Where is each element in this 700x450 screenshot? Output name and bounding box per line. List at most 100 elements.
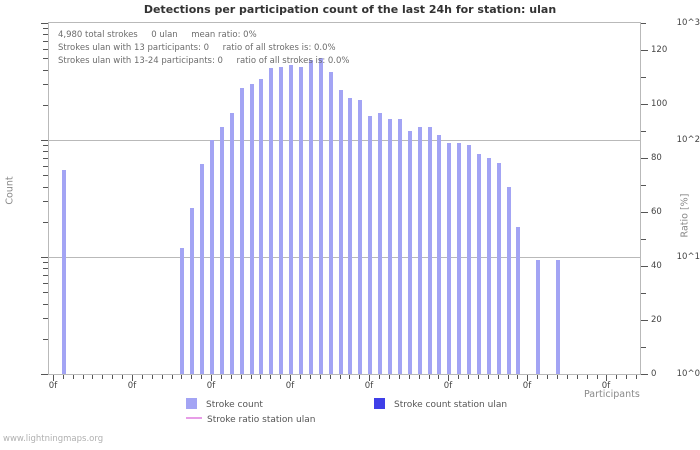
x-axis-tick	[172, 375, 173, 379]
x-axis-tick	[517, 375, 518, 379]
y-axis-right-tick	[641, 293, 646, 294]
y-axis-right-tick	[641, 50, 648, 51]
x-axis-tick	[448, 375, 449, 381]
y-axis-right-tick	[641, 266, 648, 267]
x-axis-tick	[320, 375, 321, 379]
legend-item-stroke-count-station[interactable]: Stroke count station ulan	[374, 398, 507, 410]
y-axis-left-minor-tick	[43, 84, 48, 86]
bar	[358, 99, 363, 374]
gridline	[49, 257, 640, 258]
bar	[308, 60, 313, 374]
y-axis-left-minor-tick	[43, 318, 48, 320]
bar	[476, 153, 481, 374]
bar	[239, 87, 244, 374]
x-axis-tick	[438, 375, 439, 379]
bar	[180, 247, 185, 374]
bar	[397, 119, 402, 374]
x-axis-tick	[587, 375, 588, 379]
watermark: www.lightningmaps.org	[3, 434, 104, 444]
y-axis-right-label: 100	[651, 99, 668, 109]
legend-item-stroke-count[interactable]: Stroke count	[186, 398, 263, 410]
x-axis-tick	[468, 375, 469, 379]
legend-swatch-icon	[374, 398, 385, 409]
y-axis-left-minor-tick	[43, 48, 48, 50]
bar-series	[49, 23, 640, 374]
y-axis-left-minor-tick	[43, 338, 48, 340]
y-axis-left-label: 10^0	[676, 369, 700, 379]
y-axis-right-tick	[641, 320, 648, 321]
x-axis-tick	[142, 375, 143, 379]
y-axis-left-minor-tick	[43, 186, 48, 188]
plot-area	[48, 22, 641, 375]
page-title: Detections per participation count of th…	[143, 3, 557, 16]
y-axis-left-tick	[41, 140, 48, 141]
x-axis-tick	[181, 375, 182, 379]
x-axis-tick	[557, 375, 558, 379]
bar	[516, 227, 521, 374]
x-axis-tick	[221, 375, 222, 379]
x-axis-tick	[429, 375, 430, 379]
bar	[200, 164, 205, 374]
x-axis-tick	[606, 375, 607, 381]
y-axis-left-minor-tick	[43, 165, 48, 167]
x-axis-tick	[92, 375, 93, 379]
x-axis-tick	[201, 375, 202, 379]
y-axis-left-minor-tick	[43, 262, 48, 264]
legend-item-stroke-ratio-station[interactable]: Stroke ratio station ulan	[186, 415, 315, 425]
x-axis-tick	[478, 375, 479, 379]
x-axis-tick	[359, 375, 360, 379]
y-axis-left-minor-tick	[43, 58, 48, 60]
bar	[536, 259, 541, 374]
x-axis-tick	[498, 375, 499, 379]
bar	[190, 208, 195, 374]
x-axis-tick	[537, 375, 538, 379]
bar	[457, 142, 462, 374]
x-axis-tick	[310, 375, 311, 379]
annotation-participants-13: Strokes ulan with 13 participants: 0 rat…	[58, 43, 336, 53]
bar	[496, 162, 501, 374]
bar	[368, 116, 373, 374]
y-axis-left-tick	[41, 257, 48, 258]
y-axis-left-minor-tick	[43, 145, 48, 147]
x-axis-title: Participants	[584, 389, 640, 400]
y-axis-right-tick	[641, 374, 648, 375]
x-axis-tick	[112, 375, 113, 379]
x-axis-tick	[577, 375, 578, 379]
y-axis-left-label: 10^2	[676, 135, 700, 145]
x-axis-label: 0f	[285, 381, 295, 391]
y-axis-left-title: Count	[4, 176, 16, 205]
bar	[467, 144, 472, 374]
y-axis-left-label: 10^1	[676, 252, 700, 262]
bar	[427, 126, 432, 374]
y-axis-left-minor-tick	[43, 292, 48, 294]
y-axis-right-tick	[641, 347, 646, 348]
bar	[229, 113, 234, 374]
bar	[61, 170, 66, 374]
x-axis-tick	[330, 375, 331, 379]
x-axis-tick	[567, 375, 568, 379]
y-axis-right-tick	[641, 77, 646, 78]
x-axis-tick	[211, 375, 212, 381]
bar	[447, 142, 452, 374]
x-axis-tick	[83, 375, 84, 379]
annotation-total-strokes: 4,980 total strokes 0 ulan mean ratio: 0…	[58, 30, 257, 40]
x-axis-label: 0f	[601, 381, 611, 391]
x-axis-tick	[191, 375, 192, 379]
x-axis-tick	[231, 375, 232, 379]
y-axis-left-minor-tick	[43, 201, 48, 203]
y-axis-right-label: 60	[651, 207, 662, 217]
bar	[328, 72, 333, 374]
y-axis-left-minor-tick	[43, 158, 48, 160]
bar	[407, 130, 412, 374]
y-axis-right-label: 40	[651, 261, 662, 271]
y-axis-left-minor-tick	[43, 303, 48, 305]
gridline	[49, 140, 640, 141]
legend-label: Stroke count station ulan	[394, 400, 508, 410]
y-axis-right-tick	[641, 104, 648, 105]
y-axis-left-tick	[41, 23, 48, 24]
y-axis-right-label: 0	[651, 369, 657, 379]
x-axis-label: 0f	[364, 381, 374, 391]
bar	[348, 97, 353, 374]
x-axis-tick	[122, 375, 123, 379]
